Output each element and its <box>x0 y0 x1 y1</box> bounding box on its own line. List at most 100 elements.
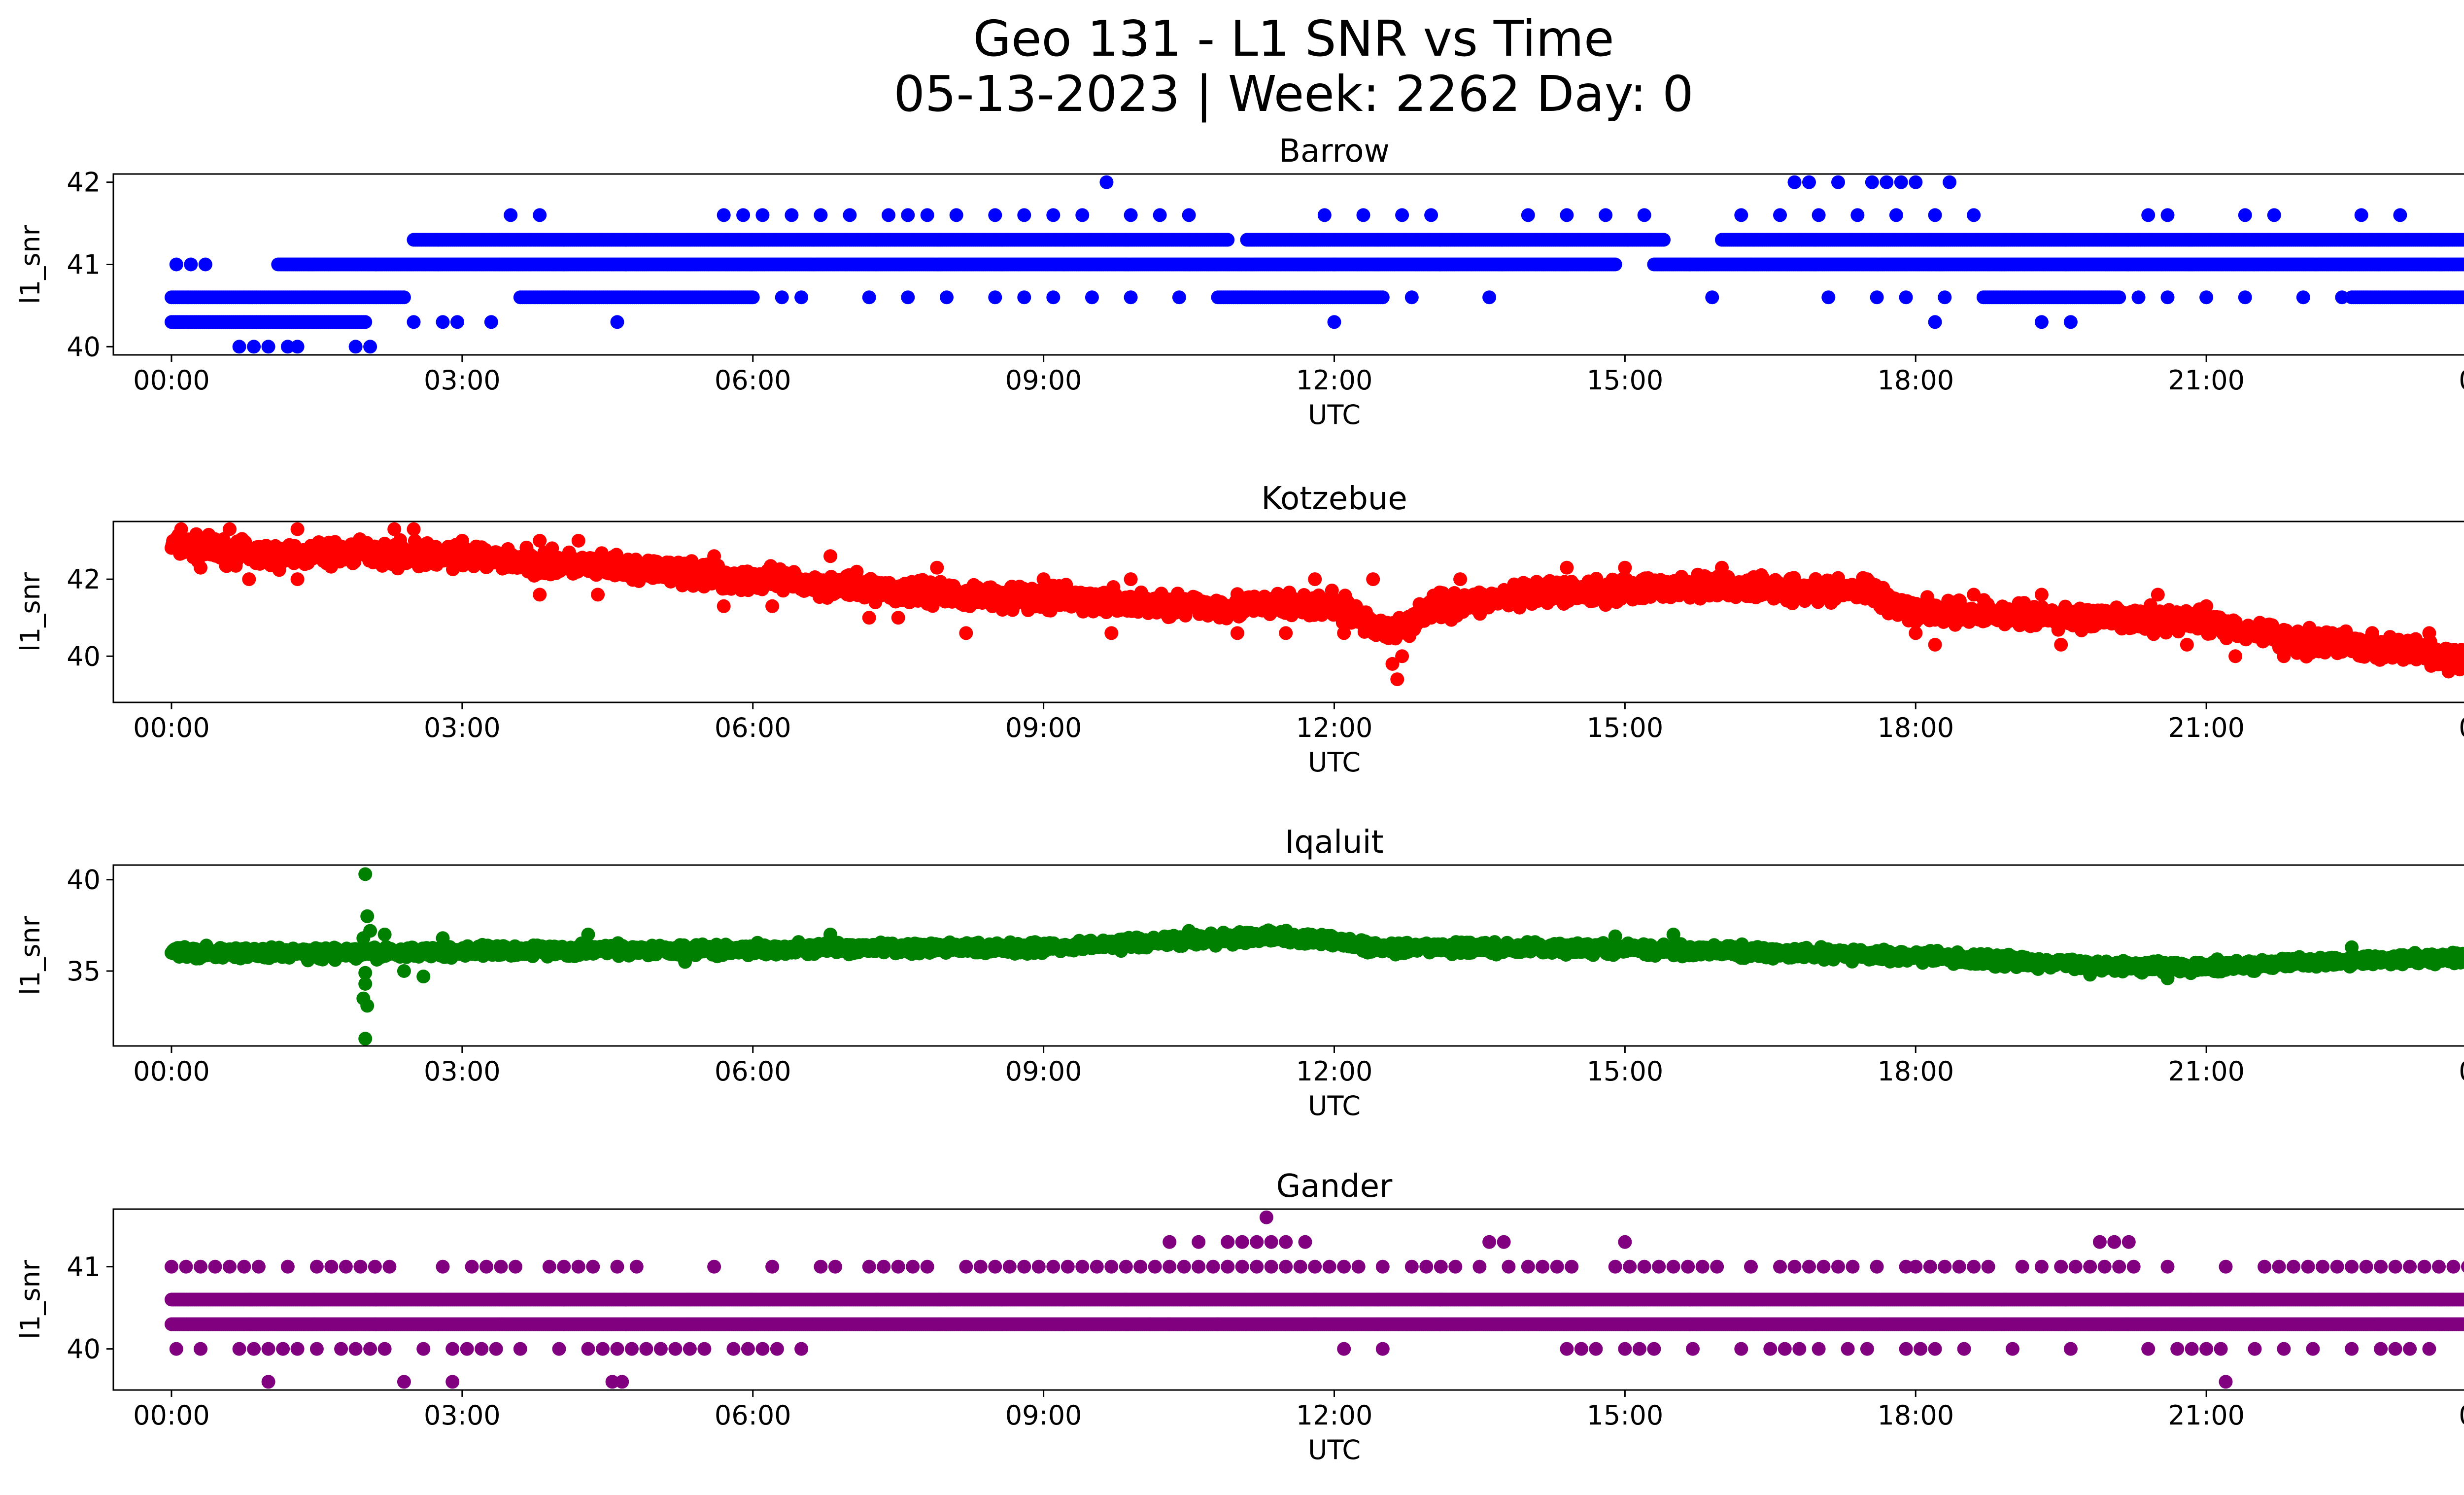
data-point <box>1317 208 1332 222</box>
data-point <box>1404 290 1419 305</box>
figure-title-line-1: Geo 131 - L1 SNR vs Time <box>973 10 1614 68</box>
x-tick-label: 03:00 <box>424 365 501 396</box>
data-point <box>1046 290 1061 305</box>
data-point <box>504 208 518 222</box>
x-tick-label: 21:00 <box>2168 365 2245 396</box>
data-point <box>1124 208 1138 222</box>
data-point <box>1831 175 1845 189</box>
data-point <box>814 208 828 222</box>
data-point <box>2141 208 2156 222</box>
data-point <box>610 315 624 329</box>
data-point <box>1099 175 1114 189</box>
data-point <box>2461 259 2464 270</box>
data-point <box>794 290 809 305</box>
data-point <box>533 208 547 222</box>
data-point <box>1812 208 1826 222</box>
data-point <box>1424 208 1438 222</box>
data-point <box>1928 315 1942 329</box>
data-point <box>1734 208 1748 222</box>
data-point <box>169 257 183 272</box>
data-point <box>484 315 498 329</box>
data-point <box>785 208 799 222</box>
data-point <box>1482 290 1497 305</box>
data-point <box>1085 290 1099 305</box>
data-point <box>247 340 261 354</box>
y-axis-label: l1_snr <box>15 224 46 304</box>
data-point <box>1172 290 1186 305</box>
data-point <box>358 315 373 329</box>
data-point <box>348 340 363 354</box>
data-point <box>988 208 1002 222</box>
data-point <box>1880 175 1894 189</box>
data-point <box>397 290 411 305</box>
data-point <box>2461 234 2464 245</box>
data-point <box>2160 290 2175 305</box>
data-point <box>407 315 421 329</box>
x-tick-label: 09:00 <box>1005 365 1082 396</box>
data-point <box>184 257 198 272</box>
data-point <box>1046 208 1061 222</box>
subplot-title: Kotzebue <box>1261 481 1407 517</box>
data-point <box>2063 315 2078 329</box>
data-point <box>1889 208 1903 222</box>
data-point <box>2354 208 2368 222</box>
data-point <box>1221 233 1235 247</box>
data-point <box>1395 208 1409 222</box>
data-point <box>1943 175 1957 189</box>
data-point <box>1327 315 1341 329</box>
x-tick-label: 12:00 <box>1296 365 1373 396</box>
data-point <box>940 290 954 305</box>
x-tick-label: 15:00 <box>1587 365 1664 396</box>
data-point <box>2296 290 2310 305</box>
data-point <box>1870 290 1884 305</box>
data-point <box>1865 175 1879 189</box>
data-point <box>2131 290 2146 305</box>
data-point <box>1521 208 1535 222</box>
data-point <box>1705 290 1719 305</box>
data-point <box>1017 208 1031 222</box>
series-points <box>165 175 2464 354</box>
data-point <box>843 208 857 222</box>
data-point <box>2160 208 2175 222</box>
data-point <box>1637 208 1651 222</box>
data-point <box>1773 208 1787 222</box>
data-point <box>882 208 895 222</box>
data-point <box>949 208 963 222</box>
data-point <box>755 208 770 222</box>
y-tick-label: 42 <box>67 167 101 198</box>
data-point <box>1182 208 1196 222</box>
data-point <box>2199 290 2214 305</box>
x-tick-label: 18:00 <box>1877 365 1954 396</box>
data-point <box>1075 208 1090 222</box>
data-point <box>450 315 464 329</box>
data-point <box>1560 208 1574 222</box>
series-points <box>165 522 2464 687</box>
data-point <box>280 340 295 354</box>
data-point <box>1787 175 1802 189</box>
data-point <box>2461 291 2464 303</box>
data-point <box>1017 290 1031 305</box>
data-point <box>717 208 731 222</box>
data-point <box>2238 290 2252 305</box>
data-point <box>1802 175 1816 189</box>
data-point <box>2393 208 2407 222</box>
data-point <box>363 340 377 354</box>
data-point <box>1938 290 1952 305</box>
data-point <box>232 340 246 354</box>
data-point <box>1928 208 1942 222</box>
data-point <box>920 208 934 222</box>
data-point <box>736 208 751 222</box>
data-point <box>901 290 915 305</box>
x-tick-label: 06:00 <box>715 365 791 396</box>
y-tick-label: 40 <box>67 331 101 362</box>
data-point <box>1850 208 1865 222</box>
data-point <box>1967 208 1981 222</box>
x-axis-label: UTC <box>1308 399 1361 430</box>
data-point <box>1894 175 1908 189</box>
data-point <box>1821 290 1836 305</box>
data-point <box>1356 208 1370 222</box>
